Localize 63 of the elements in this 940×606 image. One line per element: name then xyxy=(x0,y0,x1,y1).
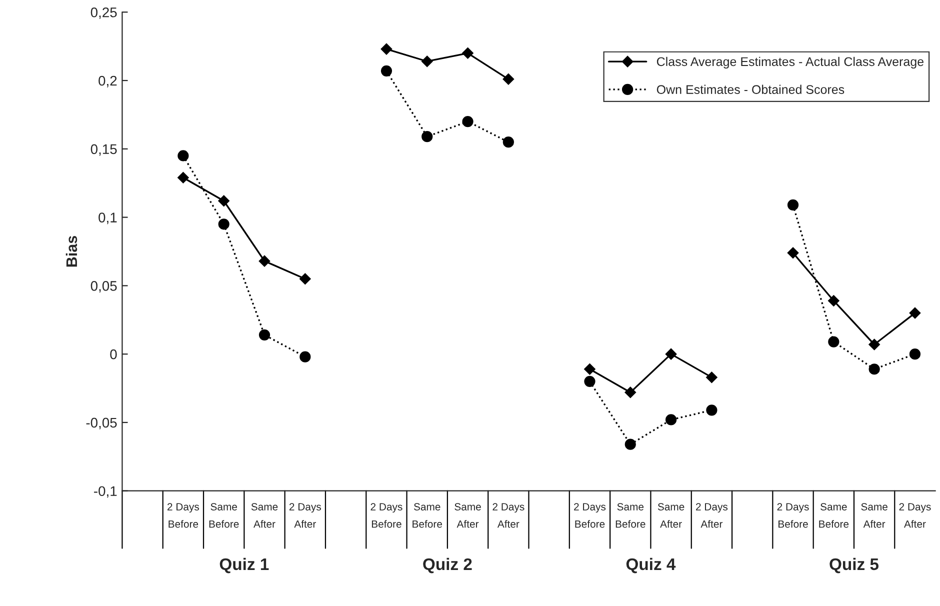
point xyxy=(868,364,880,375)
x-tick-label: Same Before xyxy=(819,503,849,528)
point xyxy=(300,273,311,284)
x-tick-label: Same Before xyxy=(616,503,646,528)
point xyxy=(218,195,230,206)
x-tick-label: Same After xyxy=(658,503,684,528)
x-tick-label: 2 Days Before xyxy=(574,503,606,528)
point xyxy=(909,348,921,360)
y-tick-label: 0,25 xyxy=(90,7,117,19)
point xyxy=(828,336,840,348)
point xyxy=(787,199,799,211)
point xyxy=(665,348,677,360)
point xyxy=(706,404,718,416)
x-tick-label: Same Before xyxy=(412,503,442,528)
y-tick-label: 0,15 xyxy=(90,144,117,156)
y-tick-label: 0 xyxy=(110,349,117,360)
x-tick-label: Same After xyxy=(861,503,888,528)
point xyxy=(706,372,718,383)
x-tick-label: 2 Days After xyxy=(289,503,321,528)
y-axis-title: Bias xyxy=(66,236,78,267)
point xyxy=(624,438,636,450)
point xyxy=(502,74,514,85)
point xyxy=(502,136,514,148)
point xyxy=(380,43,392,55)
y-tick-label: 0,2 xyxy=(98,76,117,88)
x-tick-label: 2 Days After xyxy=(696,503,728,528)
x-tick-label: Same Before xyxy=(209,503,239,528)
x-tick-label: Same After xyxy=(454,503,481,528)
x-tick-label: 2 Days After xyxy=(899,503,931,528)
point xyxy=(584,364,596,375)
point xyxy=(665,414,677,426)
y-tick-label: -0,1 xyxy=(94,486,117,498)
legend-label: Own Estimates - Obtained Scores xyxy=(656,84,844,94)
text: Quiz 5 xyxy=(830,558,879,574)
point xyxy=(380,65,392,76)
x-tick-label: 2 Days After xyxy=(492,503,524,528)
text: Quiz 2 xyxy=(423,558,472,574)
point xyxy=(300,351,311,362)
point xyxy=(178,172,189,184)
point xyxy=(258,329,270,340)
point xyxy=(178,150,189,162)
point xyxy=(909,307,921,319)
y-tick-label: 0,05 xyxy=(90,281,117,292)
x-tick-label: 2 Days Before xyxy=(167,503,200,528)
point xyxy=(787,247,799,258)
text: Quiz 4 xyxy=(626,558,676,574)
text: Quiz 1 xyxy=(220,558,269,574)
point xyxy=(462,116,474,128)
point xyxy=(218,218,230,230)
point xyxy=(584,376,596,387)
point xyxy=(258,255,270,267)
point xyxy=(868,338,880,350)
legend-label: Class Average Estimates - Actual Class Average xyxy=(656,56,924,69)
point xyxy=(422,56,433,67)
y-tick-label: 0,1 xyxy=(98,212,117,224)
point xyxy=(624,386,636,398)
x-tick-label: Same After xyxy=(251,503,278,528)
x-tick-label: 2 Days Before xyxy=(777,503,809,528)
point xyxy=(828,295,840,306)
y-tick-label: -0,05 xyxy=(86,418,117,430)
point xyxy=(422,131,433,142)
x-tick-label: 2 Days Before xyxy=(370,503,402,528)
point xyxy=(462,48,474,59)
